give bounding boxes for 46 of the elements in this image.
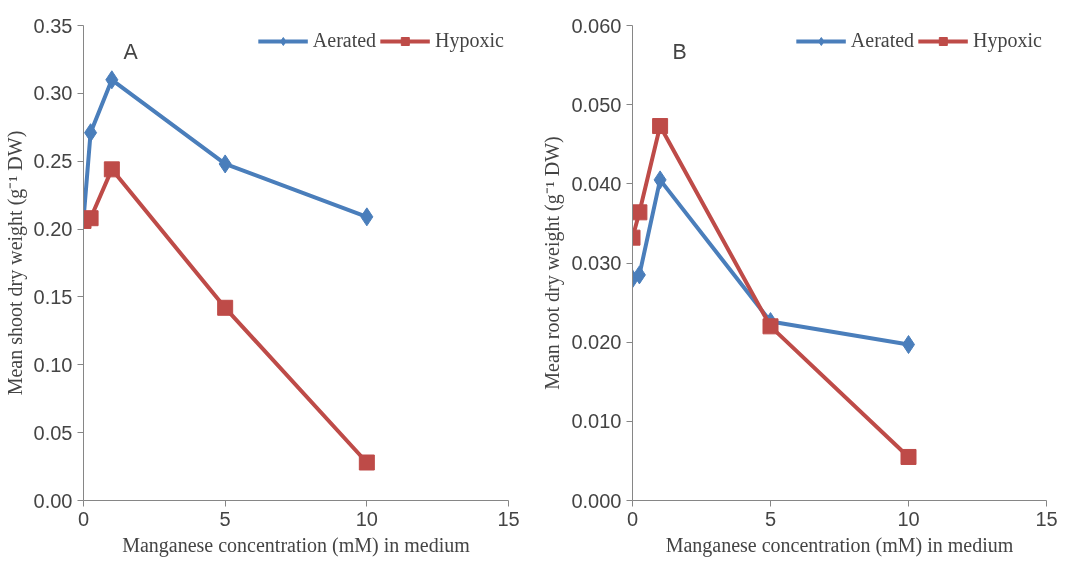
y-axis-title: Mean shoot dry weight (g⁻¹ DW) <box>3 130 27 396</box>
y-tick-label: 0.20 <box>33 218 73 241</box>
legend-label: Aerated <box>850 29 915 52</box>
y-tick-label: 0.35 <box>33 14 73 37</box>
y-tick-label: 0.00 <box>33 489 73 512</box>
y-tick-label: 0.30 <box>33 82 73 105</box>
point <box>632 204 648 221</box>
point <box>358 454 375 471</box>
y-axis-title: Mean root dry weight (g⁻¹ DW) <box>541 136 565 390</box>
point <box>217 299 234 316</box>
y-tick-label: 0.000 <box>571 489 622 512</box>
y-tick-label: 0.25 <box>33 150 73 173</box>
x-tick-label: 5 <box>764 507 777 530</box>
y-tick-label: 0.060 <box>571 14 622 37</box>
x-tick-label: 0 <box>626 507 639 530</box>
x-tick-label: 15 <box>497 507 520 530</box>
point <box>900 448 917 465</box>
x-tick-label: 15 <box>1035 507 1058 530</box>
annotation: B <box>672 39 687 64</box>
point <box>103 161 120 178</box>
y-tick-label: 0.050 <box>571 93 622 116</box>
point <box>652 118 669 135</box>
y-tick-label: 0.020 <box>571 331 622 354</box>
point <box>218 154 232 174</box>
point <box>105 70 119 90</box>
point <box>762 318 779 335</box>
point <box>653 170 667 190</box>
point <box>84 123 98 143</box>
y-tick-label: 0.10 <box>33 353 73 376</box>
x-axis-title: Manganese concentration (mM) in medium <box>665 533 1014 557</box>
x-axis-title: Manganese concentration (mM) in medium <box>122 533 471 557</box>
y-tick-label: 0.15 <box>33 285 73 308</box>
x-tick-label: 0 <box>77 507 90 530</box>
point <box>360 207 374 227</box>
x-tick-label: 10 <box>897 507 920 530</box>
annotation: A <box>123 39 139 64</box>
y-tick-label: 0.040 <box>571 172 622 195</box>
legend-label: Hypoxic <box>973 29 1042 52</box>
x-tick-label: 5 <box>219 507 231 530</box>
x-tick-label: 10 <box>355 507 378 530</box>
point <box>632 265 646 285</box>
y-tick-label: 0.030 <box>571 252 622 274</box>
legend-label: Hypoxic <box>435 29 504 52</box>
legend-label: Aerated <box>312 29 377 52</box>
y-tick-label: 0.05 <box>33 421 73 444</box>
y-tick-label: 0.010 <box>571 410 622 433</box>
